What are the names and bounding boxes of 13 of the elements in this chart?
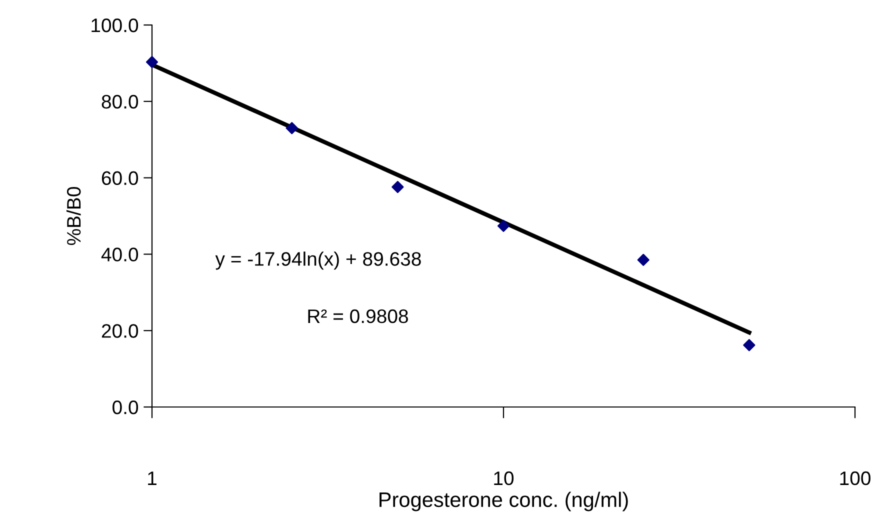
y-tick-label: 40.0 [101, 248, 138, 262]
y-tick-label: 100.0 [92, 18, 138, 32]
x-tick-label: 1 [148, 472, 156, 485]
x-tick-label: 10 [494, 471, 514, 486]
annotation: y = -17.94ln(x) + 89.638 [215, 252, 421, 270]
annotation: R² = 0.9808 [308, 309, 408, 324]
x-tick-label: 100 [840, 471, 870, 486]
x-axis-title: Progesterone conc. (ng/ml) [380, 492, 628, 512]
y-tick-label: 20.0 [102, 324, 138, 338]
y-tick-label: 60.0 [102, 171, 138, 186]
y-tick-label: 0.0 [112, 400, 138, 414]
y-axis-title: %B/B0 [66, 187, 81, 246]
y-tick-label: 80.0 [102, 94, 138, 109]
